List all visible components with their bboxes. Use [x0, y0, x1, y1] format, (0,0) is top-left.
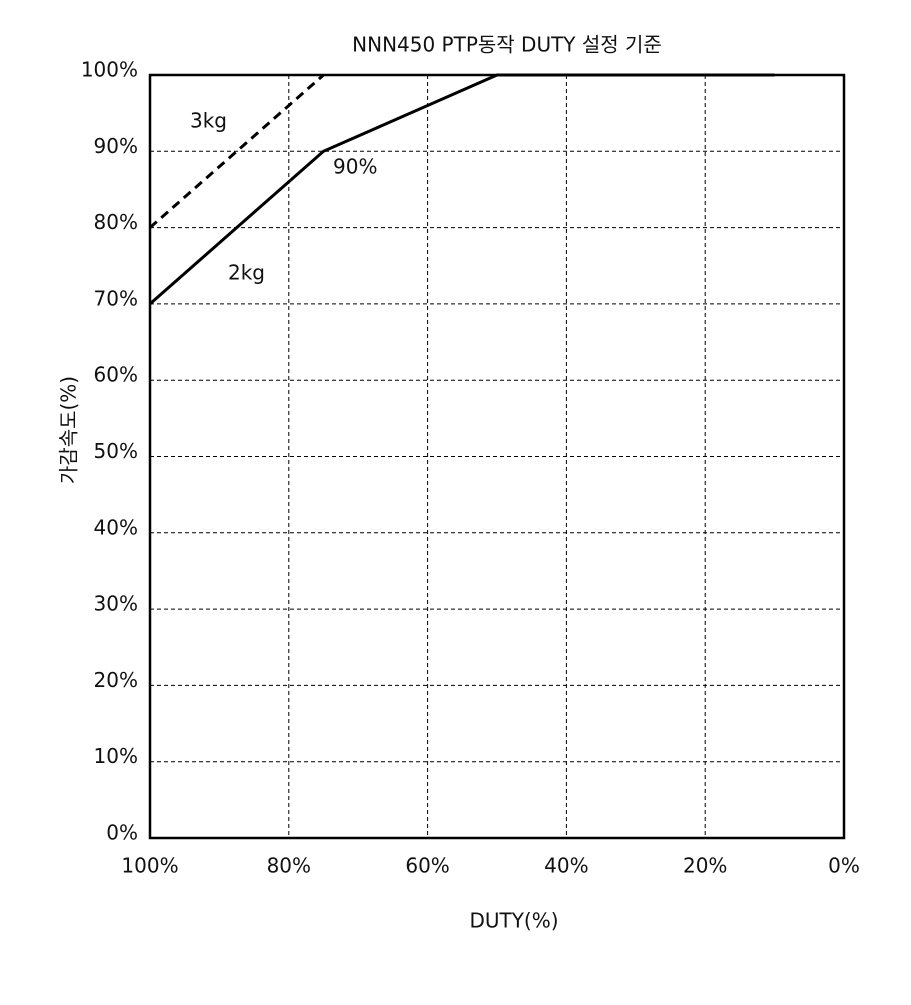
y-tick-label: 70%	[94, 286, 138, 310]
y-axis-label: 가감속도(%)	[57, 376, 81, 484]
y-tick-label: 40%	[94, 515, 138, 539]
series-label: 2kg	[228, 261, 265, 285]
x-axis-label: DUTY(%)	[469, 909, 558, 933]
x-tick-label: 80%	[267, 854, 311, 878]
y-tick-label: 100%	[81, 58, 138, 82]
x-tick-label: 100%	[121, 854, 178, 878]
y-tick-label: 60%	[94, 363, 138, 387]
x-tick-label: 20%	[683, 854, 727, 878]
chart-title: NNN450 PTP동작 DUTY 설정 기준	[352, 33, 662, 57]
annotation: 90%	[333, 155, 377, 179]
y-tick-label: 30%	[94, 592, 138, 616]
x-tick-label: 40%	[544, 854, 588, 878]
series-line	[149, 73, 325, 229]
series-line	[149, 73, 775, 306]
y-tick-label: 50%	[94, 439, 138, 463]
y-tick-label: 90%	[94, 134, 138, 158]
y-tick-label: 20%	[94, 668, 138, 692]
series-label: 3kg	[190, 109, 227, 133]
y-tick-label: 80%	[94, 210, 138, 234]
x-tick-label: 0%	[828, 854, 860, 878]
x-tick-label: 60%	[405, 854, 449, 878]
y-tick-label: 10%	[94, 744, 138, 768]
y-tick-label: 0%	[106, 821, 138, 845]
